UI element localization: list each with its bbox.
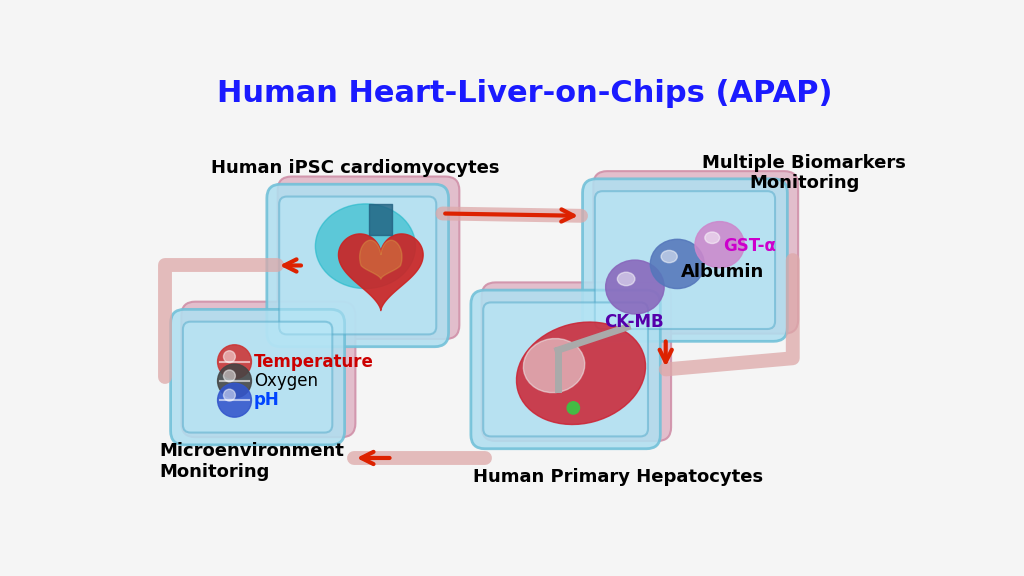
Circle shape <box>223 389 236 401</box>
Circle shape <box>217 364 252 398</box>
FancyBboxPatch shape <box>483 302 648 437</box>
Text: Oxygen: Oxygen <box>254 372 317 390</box>
FancyBboxPatch shape <box>595 191 775 329</box>
Ellipse shape <box>516 322 645 425</box>
FancyBboxPatch shape <box>181 302 355 437</box>
Circle shape <box>223 351 236 362</box>
FancyBboxPatch shape <box>471 290 660 449</box>
Ellipse shape <box>315 204 416 289</box>
Circle shape <box>567 402 580 414</box>
FancyBboxPatch shape <box>278 176 460 339</box>
Text: Temperature: Temperature <box>254 353 374 371</box>
FancyBboxPatch shape <box>593 171 798 334</box>
Polygon shape <box>339 234 423 310</box>
Ellipse shape <box>650 239 705 289</box>
FancyBboxPatch shape <box>171 309 345 445</box>
Polygon shape <box>359 240 402 279</box>
Text: pH: pH <box>254 391 280 409</box>
Text: Human Heart-Liver-on-Chips (APAP): Human Heart-Liver-on-Chips (APAP) <box>217 79 833 108</box>
Circle shape <box>223 370 236 382</box>
Ellipse shape <box>605 260 665 314</box>
Text: Albumin: Albumin <box>681 263 764 281</box>
FancyBboxPatch shape <box>481 282 671 441</box>
Ellipse shape <box>705 232 720 244</box>
Text: CK-MB: CK-MB <box>604 313 664 331</box>
Text: Human iPSC cardiomyocytes: Human iPSC cardiomyocytes <box>211 158 500 177</box>
FancyBboxPatch shape <box>183 321 333 433</box>
FancyBboxPatch shape <box>267 184 449 347</box>
Text: Microenvironment
Monitoring: Microenvironment Monitoring <box>160 442 345 481</box>
Ellipse shape <box>523 339 585 393</box>
Ellipse shape <box>662 251 677 263</box>
Text: GST-α: GST-α <box>724 237 776 255</box>
Text: Human Primary Hepatocytes: Human Primary Hepatocytes <box>473 468 763 486</box>
Circle shape <box>217 383 252 417</box>
Ellipse shape <box>695 222 744 268</box>
Text: Multiple Biomarkers
Monitoring: Multiple Biomarkers Monitoring <box>702 154 906 192</box>
Circle shape <box>217 345 252 378</box>
FancyBboxPatch shape <box>583 179 787 342</box>
Ellipse shape <box>617 272 635 286</box>
FancyBboxPatch shape <box>280 196 436 335</box>
